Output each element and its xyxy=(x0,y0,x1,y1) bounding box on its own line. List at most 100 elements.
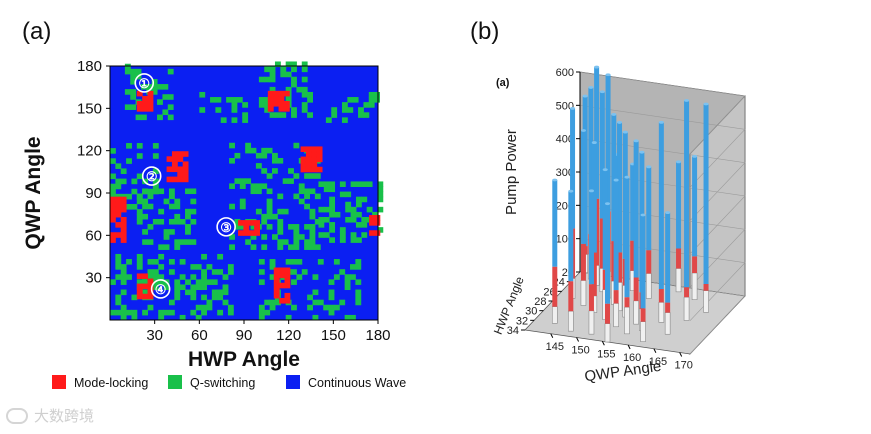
heatmap-cell xyxy=(309,188,316,195)
heatmap-cell xyxy=(277,193,284,200)
heatmap-cell xyxy=(131,204,138,210)
x-tick-label: 150 xyxy=(321,327,346,344)
heatmap-cell xyxy=(377,186,384,193)
heatmap-cell xyxy=(301,61,308,68)
heatmap-cell xyxy=(355,181,362,188)
heatmap-cell xyxy=(142,188,149,195)
bar-cap xyxy=(602,168,608,172)
heatmap-cell xyxy=(264,299,271,306)
heatmap-cell xyxy=(250,183,257,189)
bar-segment-ml xyxy=(624,297,630,308)
heatmap-cell xyxy=(374,230,381,236)
heatmap-cell xyxy=(220,117,227,123)
heatmap-cell xyxy=(307,91,313,98)
heatmap-cell xyxy=(142,289,149,296)
heatmap-cell xyxy=(130,73,137,80)
heatmap-cell xyxy=(283,100,290,107)
heatmap-cell xyxy=(115,253,122,260)
heatmap-cell xyxy=(258,97,265,103)
heatmap-cell xyxy=(136,209,143,215)
heatmap-cell xyxy=(255,163,262,169)
heatmap-cell xyxy=(264,309,271,316)
heatmap-cell xyxy=(115,206,122,213)
heatmap-cell xyxy=(323,232,330,238)
heatmap-cell xyxy=(293,173,300,179)
heatmap-cell xyxy=(329,222,336,228)
heatmap-cell xyxy=(261,234,268,240)
heatmap-cell xyxy=(115,232,122,238)
bar-segment-ml xyxy=(630,240,636,271)
bar-cap xyxy=(617,121,623,124)
bar-segment-cw xyxy=(683,296,690,321)
heatmap-cell xyxy=(136,279,143,285)
heatmap-cell xyxy=(215,107,222,113)
heatmap-cell xyxy=(271,213,278,220)
heatmap-cell xyxy=(243,220,250,226)
bar3d-bar xyxy=(613,178,619,328)
heatmap-cell xyxy=(152,168,159,175)
heatmap-cell xyxy=(217,253,224,260)
bar-segment-q xyxy=(552,180,558,267)
heatmap-cell xyxy=(304,173,311,179)
heatmap-cell xyxy=(350,181,357,188)
x-tick-label: 180 xyxy=(365,327,390,344)
heatmap-cell xyxy=(147,203,154,210)
heatmap-cell xyxy=(277,239,284,245)
x-tick-label: 120 xyxy=(276,327,301,344)
heatmap-cell xyxy=(284,277,291,284)
heatmap-cell xyxy=(110,309,116,316)
bar-segment-cw xyxy=(675,268,682,293)
heatmap-cell xyxy=(264,102,271,108)
bar-cap xyxy=(582,94,588,98)
region-marker-label: ② xyxy=(146,169,158,184)
heatmap-cell xyxy=(171,176,178,183)
heatmap-cell xyxy=(115,183,122,190)
bar-segment-q xyxy=(646,166,652,251)
heatmap-cell xyxy=(258,269,265,275)
bar-segment-ml xyxy=(591,252,597,296)
heatmap-cell xyxy=(355,259,362,265)
heatmap-cell xyxy=(350,314,356,321)
heatmap-cell xyxy=(190,198,197,205)
heatmap-cell xyxy=(307,294,313,301)
heatmap-cell xyxy=(250,224,257,230)
bar-segment-q xyxy=(570,108,576,229)
heatmap-cell xyxy=(334,211,341,218)
heatmap-cell xyxy=(298,234,305,240)
heatmap-cell xyxy=(182,176,189,183)
heatmap-cell xyxy=(238,220,244,226)
heatmap-cell xyxy=(285,314,292,321)
heatmap-cell xyxy=(236,97,243,103)
region-marker-label: ① xyxy=(138,76,150,91)
heatmap-cell xyxy=(115,193,122,200)
heatmap-cell xyxy=(269,112,276,118)
heatmap-cell xyxy=(131,314,138,321)
bar3d-bar xyxy=(640,213,646,342)
heatmap-cell xyxy=(158,218,165,225)
heatmap-cell xyxy=(279,297,285,304)
bar-cap xyxy=(580,129,586,132)
heatmap-cell xyxy=(115,201,122,208)
heatmap-cell xyxy=(126,193,132,200)
bar-segment-q xyxy=(591,142,597,253)
heatmap-cell xyxy=(140,84,147,90)
heatmap-cell xyxy=(307,97,313,103)
heatmap-cell xyxy=(278,90,285,97)
heatmap-cell xyxy=(311,161,318,168)
bar3d-bar xyxy=(568,189,574,332)
heatmap-cell xyxy=(110,232,116,238)
heatmap-cell xyxy=(300,146,307,153)
heatmap-cell xyxy=(358,112,364,118)
bar-segment-cw xyxy=(640,321,646,342)
bar-segment-q xyxy=(633,140,639,278)
heatmap-cell xyxy=(339,191,346,198)
heatmap-cell xyxy=(277,224,284,230)
heatmap-cell xyxy=(293,142,300,149)
bar-segment-ml xyxy=(552,266,558,307)
heatmap-cell xyxy=(250,188,257,195)
heatmap-cell xyxy=(339,227,346,233)
heatmap-cell xyxy=(190,264,197,270)
heatmap-cell xyxy=(278,95,285,102)
heatmap-cell xyxy=(266,147,273,154)
heatmap-cell xyxy=(174,289,181,296)
